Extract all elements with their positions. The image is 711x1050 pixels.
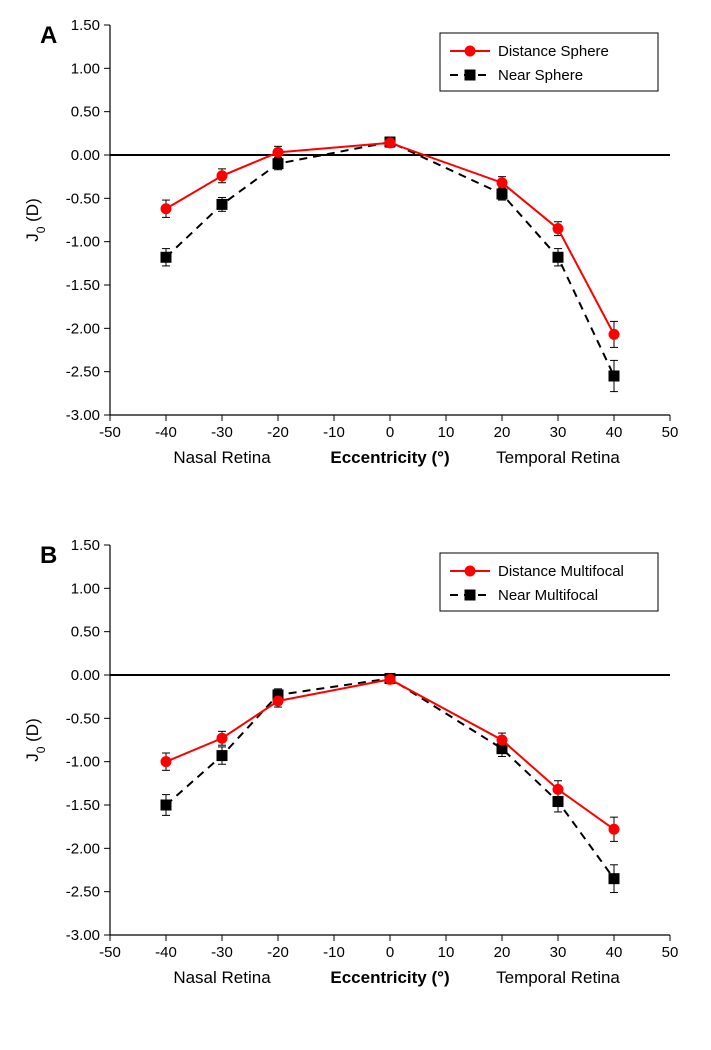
svg-text:0.50: 0.50 xyxy=(71,624,100,641)
panel-b: B -3.00-2.50-2.00-1.50-1.00-0.500.000.50… xyxy=(0,520,711,1050)
svg-text:0.50: 0.50 xyxy=(71,104,100,121)
svg-text:-1.00: -1.00 xyxy=(66,234,100,251)
svg-text:-20: -20 xyxy=(267,424,289,441)
svg-text:Distance Sphere: Distance Sphere xyxy=(498,43,609,60)
svg-text:Near Sphere: Near Sphere xyxy=(498,67,583,84)
svg-text:-1.00: -1.00 xyxy=(66,754,100,771)
svg-text:1.50: 1.50 xyxy=(71,17,100,34)
figure: A -3.00-2.50-2.00-1.50-1.00-0.500.000.50… xyxy=(0,0,711,1050)
svg-text:50: 50 xyxy=(662,944,679,961)
svg-text:0.00: 0.00 xyxy=(71,667,100,684)
svg-text:-0.50: -0.50 xyxy=(66,190,100,207)
svg-text:Eccentricity (°): Eccentricity (°) xyxy=(330,448,449,467)
svg-text:50: 50 xyxy=(662,424,679,441)
panel-a: A -3.00-2.50-2.00-1.50-1.00-0.500.000.50… xyxy=(0,0,711,520)
svg-text:0: 0 xyxy=(386,424,394,441)
svg-text:Temporal Retina: Temporal Retina xyxy=(496,968,620,987)
svg-text:-0.50: -0.50 xyxy=(66,710,100,727)
svg-text:1.00: 1.00 xyxy=(71,580,100,597)
svg-text:Distance Multifocal: Distance Multifocal xyxy=(498,563,624,580)
svg-text:-40: -40 xyxy=(155,944,177,961)
svg-text:40: 40 xyxy=(606,424,623,441)
svg-text:1.00: 1.00 xyxy=(71,60,100,77)
svg-text:20: 20 xyxy=(494,944,511,961)
svg-text:0: 0 xyxy=(386,944,394,961)
svg-text:-50: -50 xyxy=(99,944,121,961)
svg-text:Temporal Retina: Temporal Retina xyxy=(496,448,620,467)
svg-text:30: 30 xyxy=(550,424,567,441)
svg-text:-2.50: -2.50 xyxy=(66,884,100,901)
svg-text:-2.50: -2.50 xyxy=(66,364,100,381)
svg-text:J0 (D): J0 (D) xyxy=(23,718,48,762)
svg-text:-1.50: -1.50 xyxy=(66,277,100,294)
svg-text:-30: -30 xyxy=(211,424,233,441)
chart-a: -3.00 -2.50 -2.00 -1.50 -1.00 -0.50 0.00 0.50 1.… xyxy=(0,0,711,510)
svg-text:0.00: 0.00 xyxy=(71,147,100,164)
svg-text:Near Multifocal: Near Multifocal xyxy=(498,587,598,604)
svg-text:20: 20 xyxy=(494,424,511,441)
svg-text:Nasal Retina: Nasal Retina xyxy=(173,968,271,987)
svg-text:1.50: 1.50 xyxy=(71,537,100,554)
svg-text:-3.00: -3.00 xyxy=(66,927,100,944)
svg-text:-1.50: -1.50 xyxy=(66,797,100,814)
svg-text:-2.00: -2.00 xyxy=(66,840,100,857)
chart-b: -3.00 -2.50 -2.00 -1.50 -1.00 -0.50 0.00 0.50 1.… xyxy=(0,520,711,1040)
svg-text:-10: -10 xyxy=(323,424,345,441)
svg-text:-40: -40 xyxy=(155,424,177,441)
svg-text:Nasal Retina: Nasal Retina xyxy=(173,448,271,467)
svg-text:-30: -30 xyxy=(211,944,233,961)
svg-text:10: 10 xyxy=(438,424,455,441)
svg-text:-2.00: -2.00 xyxy=(66,320,100,337)
svg-text:J0 (D): J0 (D) xyxy=(23,198,48,242)
svg-text:-3.00: -3.00 xyxy=(66,407,100,424)
svg-text:40: 40 xyxy=(606,944,623,961)
svg-text:10: 10 xyxy=(438,944,455,961)
svg-text:-50: -50 xyxy=(99,424,121,441)
svg-text:Eccentricity (°): Eccentricity (°) xyxy=(330,968,449,987)
svg-text:30: 30 xyxy=(550,944,567,961)
svg-text:-20: -20 xyxy=(267,944,289,961)
svg-text:-10: -10 xyxy=(323,944,345,961)
